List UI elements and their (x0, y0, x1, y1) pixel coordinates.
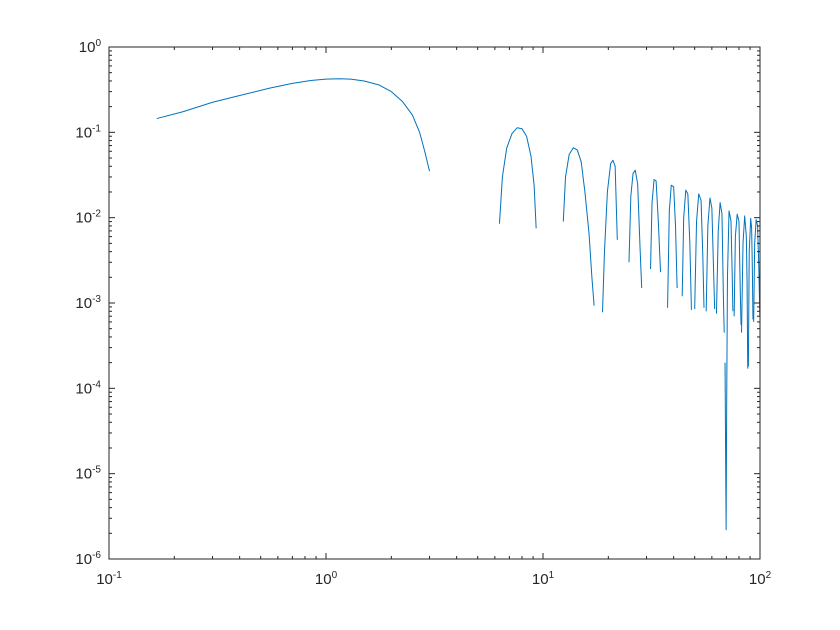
series-0-segment-9 (705, 197, 716, 312)
y-tick-label: 10-2 (75, 209, 101, 227)
y-tick-label: 10-4 (75, 379, 101, 397)
x-tick-label: 102 (749, 570, 772, 588)
series-0-segment-1 (498, 127, 537, 229)
y-tick-label: 10-1 (75, 123, 101, 141)
y-tick-label: 10-3 (75, 294, 101, 312)
series-0-segment-14 (747, 217, 754, 367)
series-0-segment-10 (715, 202, 725, 333)
series-0-segment-8 (694, 193, 705, 310)
series-0-segment-12 (733, 213, 742, 326)
series-0-segment-7 (681, 189, 692, 310)
series-layer (156, 78, 761, 531)
series-0-segment-3 (601, 159, 618, 313)
series-0-segment-2 (562, 147, 595, 306)
tick-layer (108, 46, 761, 560)
y-tick-label: 10-6 (75, 550, 101, 568)
series-0-segment-11 (724, 210, 734, 531)
plot-area (109, 47, 760, 559)
x-tick-label: 100 (315, 570, 338, 588)
y-tick-label: 100 (79, 38, 102, 56)
series-0-segment-5 (650, 179, 662, 273)
series-0-segment-0 (156, 78, 431, 172)
label-layer: 10-1 100 101 102 10-6 10-5 10-4 10-3 10-2 10-1 100 (75, 38, 771, 588)
y-tick-label: 10-5 (75, 465, 101, 483)
x-tick-label: 10-1 (96, 570, 122, 588)
series-0-segment-13 (741, 215, 749, 369)
series-0-segment-6 (667, 184, 678, 308)
x-tick-label: 101 (532, 570, 555, 588)
series-0-segment-4 (628, 169, 643, 288)
